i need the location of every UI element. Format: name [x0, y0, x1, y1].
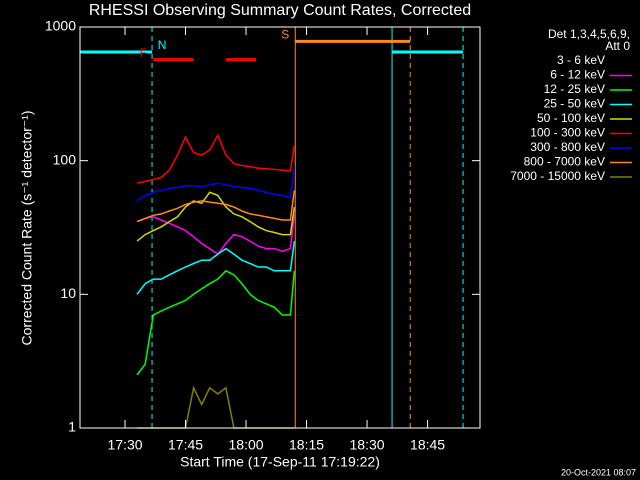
flag-label: S	[281, 28, 289, 42]
legend-header: Det 1,3,4,5,6,9,	[548, 27, 630, 41]
legend-label: 100 - 300 keV	[530, 126, 605, 140]
flag-label: N	[158, 38, 167, 52]
series-line	[136, 133, 296, 184]
legend-label: 7000 - 15000 keV	[510, 169, 605, 183]
legend-label: 800 - 7000 keV	[524, 155, 605, 169]
x-tick-label: 17:45	[168, 437, 203, 453]
series-line	[136, 166, 296, 245]
x-tick-label: 18:30	[350, 437, 385, 453]
footer: 20-Oct-2021 08:07	[561, 467, 636, 477]
y-tick-label: 1	[68, 419, 76, 435]
x-axis-label: Start Time (17-Sep-11 17:19:22)	[180, 454, 380, 470]
series-line	[136, 190, 296, 223]
x-tick-label: 18:45	[410, 437, 445, 453]
legend-label: 300 - 800 keV	[530, 140, 605, 154]
y-tick-label: 100	[53, 151, 77, 167]
x-tick-label: 17:30	[107, 437, 142, 453]
legend-label: 12 - 25 keV	[544, 82, 605, 96]
plot-frame	[79, 26, 481, 429]
series-line	[136, 166, 296, 202]
legend-label: 50 - 100 keV	[537, 111, 605, 125]
series-line	[136, 213, 296, 256]
flag-label: F	[140, 46, 147, 60]
x-tick-label: 18:15	[289, 437, 324, 453]
series-line	[137, 385, 295, 429]
legend-header: Att 0	[605, 39, 630, 53]
y-tick-label: 10	[60, 285, 76, 301]
series-line	[136, 269, 296, 376]
x-tick-label: 18:00	[229, 437, 264, 453]
chart-title: RHESSI Observing Summary Count Rates, Co…	[89, 2, 471, 19]
series-line	[136, 240, 296, 295]
y-axis-label: Corrected Count Rate (s⁻¹ detector⁻¹)	[19, 111, 35, 346]
legend-label: 6 - 12 keV	[550, 68, 605, 82]
legend-label: 25 - 50 keV	[544, 97, 605, 111]
legend-label: 3 - 6 keV	[557, 53, 605, 67]
series-line	[136, 191, 296, 242]
y-tick-label: 1000	[45, 18, 76, 34]
